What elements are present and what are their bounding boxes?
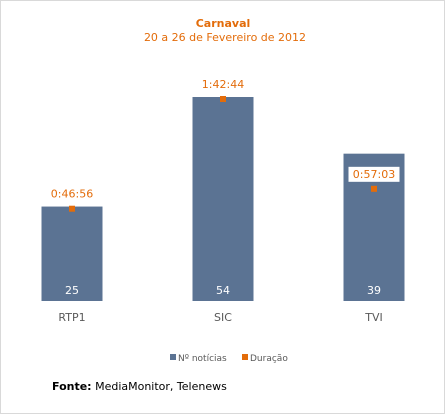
legend-label-duration: Duração [250,354,288,364]
category-label-rtp1: RTP1 [58,311,85,324]
chart-title: Carnaval [196,17,251,30]
duration-label-sic: 1:42:44 [202,78,244,91]
source-note: Fonte: MediaMonitor, Telenews [52,380,227,393]
category-label-tvi: TVI [364,311,383,324]
duration-label-tvi: 0:57:03 [353,168,395,181]
plot-area: 25 RTP1 0:46:56 54 SIC 1:42:44 39 TVI 0:57:03 [41,77,405,324]
duration-marker-sic [220,96,226,102]
bar-value-rtp1: 25 [65,284,79,297]
bar-value-sic: 54 [216,284,230,297]
duration-label-bg-rtp1 [46,186,98,202]
source-label: Fonte: [52,380,92,393]
bar-sic [192,97,254,301]
category-label-sic: SIC [214,311,232,324]
duration-label-bg-tvi [348,166,400,182]
source-text: MediaMonitor, Telenews [91,380,227,393]
duration-marker-tvi [371,185,377,192]
chart-subtitle: 20 a 26 de Fevereiro de 2012 [144,31,306,44]
duration-label-rtp1: 0:46:56 [51,188,93,201]
legend-swatch-duration [242,354,248,360]
duration-label-bg-sic [197,77,249,92]
legend-label-news: Nº notícias [178,354,227,364]
legend: Nº notícias Duração [170,354,288,364]
legend-swatch-news [170,354,176,360]
bar-value-tvi: 39 [367,284,381,297]
duration-marker-rtp1 [69,205,75,212]
bar-rtp1 [41,206,103,301]
